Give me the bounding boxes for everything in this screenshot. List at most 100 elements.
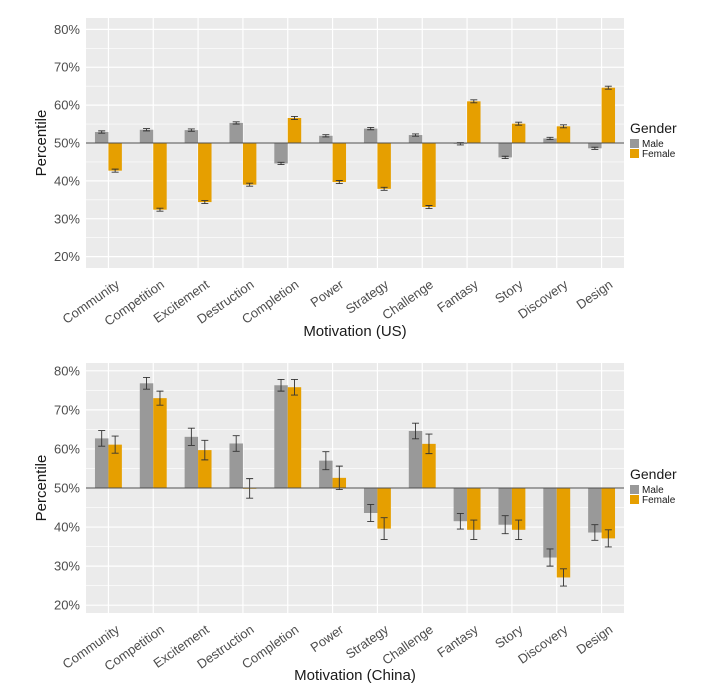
bar-female	[377, 143, 391, 189]
legend-label-female: Female	[642, 149, 676, 160]
y-tick-label: 40%	[54, 173, 80, 188]
bar-female	[332, 143, 347, 183]
error-bar-female	[380, 186, 388, 191]
y-tick-label: 60%	[54, 441, 80, 456]
bar-male	[274, 385, 288, 488]
bar-male	[94, 438, 109, 488]
legend-swatch-female	[630, 149, 639, 158]
x-tick-label: Design	[574, 622, 616, 657]
x-tick-label: Challenge	[379, 277, 436, 323]
x-tick-label: Story	[492, 621, 526, 651]
bar-female	[511, 123, 526, 143]
bar-female	[153, 143, 167, 210]
bar-female	[467, 101, 481, 143]
bar-male	[139, 129, 154, 143]
bar-female	[108, 444, 122, 488]
error-bar-male	[143, 128, 151, 132]
bar-male	[588, 143, 602, 149]
bar-male	[498, 143, 512, 158]
error-bar-male	[277, 378, 285, 392]
y-tick-label: 80%	[54, 22, 80, 37]
x-tick-label: Discovery	[515, 621, 571, 666]
error-bar-male	[367, 127, 375, 131]
error-bar-female	[335, 180, 343, 184]
error-bar-female	[559, 568, 567, 587]
bar-female	[422, 143, 436, 208]
bar-female	[108, 143, 122, 171]
bar-female	[601, 87, 616, 143]
y-tick-label: 30%	[54, 211, 80, 226]
bar-male	[408, 430, 423, 488]
error-bar-female	[290, 116, 298, 120]
x-tick-label: Fantasy	[434, 621, 481, 660]
bar-male	[229, 443, 243, 488]
error-bar-female	[380, 517, 388, 541]
bar-male	[274, 143, 288, 164]
error-bar-male	[98, 130, 106, 134]
error-bar-female	[111, 435, 119, 454]
x-tick-label: Fantasy	[434, 276, 481, 315]
error-bar-male	[367, 503, 375, 523]
legend-title: Gender	[630, 120, 677, 136]
error-bar-female	[201, 439, 209, 461]
y-axis-title: Percentile	[33, 110, 50, 177]
bar-male	[184, 130, 199, 143]
x-tick-label: Challenge	[379, 622, 436, 668]
legend-label-male: Male	[642, 485, 664, 496]
error-bar-female	[470, 519, 478, 541]
bar-female	[556, 126, 571, 143]
bar-male	[363, 488, 378, 513]
error-bar-male	[98, 430, 106, 447]
error-bar-male	[187, 427, 195, 446]
china-motivation-chart: 20%30%40%50%60%70%80%CommunityCompetitio…	[33, 363, 677, 684]
error-bar-female	[425, 433, 433, 455]
error-bar-female	[425, 205, 433, 209]
error-bar-female	[604, 529, 612, 548]
error-bar-male	[412, 422, 420, 440]
legend-swatch-male	[630, 485, 639, 494]
bar-male	[363, 128, 378, 143]
y-tick-label: 60%	[54, 98, 80, 113]
error-bar-male	[546, 136, 554, 141]
y-tick-label: 20%	[54, 598, 80, 613]
error-bar-male	[143, 377, 151, 390]
x-tick-label: Discovery	[515, 276, 571, 321]
error-bar-female	[559, 124, 567, 129]
error-bar-female	[604, 85, 612, 90]
legend-label-male: Male	[642, 139, 664, 150]
bar-female	[556, 488, 571, 578]
error-bar-male	[232, 435, 240, 452]
x-tick-label: Design	[574, 277, 616, 312]
bar-female	[511, 488, 526, 530]
bar-male	[184, 436, 199, 488]
bar-female	[287, 387, 302, 488]
bar-female	[467, 488, 481, 530]
x-axis-title: Motivation (China)	[294, 667, 416, 684]
bar-male	[453, 488, 468, 522]
y-tick-label: 40%	[54, 520, 80, 535]
bar-female	[377, 488, 391, 529]
bar-female	[601, 488, 616, 539]
legend-title: Gender	[630, 466, 677, 482]
error-bar-male	[501, 515, 509, 535]
y-tick-label: 70%	[54, 402, 80, 417]
error-bar-male	[277, 161, 285, 166]
y-tick-label: 30%	[54, 559, 80, 574]
bar-male	[229, 122, 243, 143]
error-bar-female	[290, 378, 298, 396]
bar-female	[422, 443, 436, 488]
bar-male	[94, 132, 109, 143]
y-tick-label: 80%	[54, 363, 80, 378]
error-bar-male	[456, 512, 464, 530]
error-bar-male	[412, 133, 420, 137]
error-bar-male	[322, 134, 330, 138]
x-axis-title: Motivation (US)	[303, 323, 406, 340]
x-tick-label: Power	[307, 621, 346, 655]
y-axis-title: Percentile	[33, 455, 50, 522]
bar-male	[408, 135, 423, 143]
bar-male	[139, 383, 154, 488]
y-tick-label: 70%	[54, 60, 80, 75]
error-bar-male	[501, 155, 509, 159]
error-bar-female	[515, 121, 523, 126]
